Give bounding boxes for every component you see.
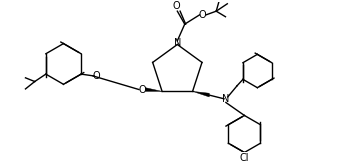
Text: O: O <box>92 71 100 81</box>
Text: O: O <box>198 10 206 20</box>
Text: N: N <box>222 94 230 104</box>
Polygon shape <box>193 91 209 97</box>
Text: O: O <box>173 1 180 11</box>
Text: N: N <box>174 38 181 48</box>
Text: Cl: Cl <box>240 153 249 162</box>
Polygon shape <box>145 88 162 91</box>
Text: O: O <box>139 85 146 95</box>
